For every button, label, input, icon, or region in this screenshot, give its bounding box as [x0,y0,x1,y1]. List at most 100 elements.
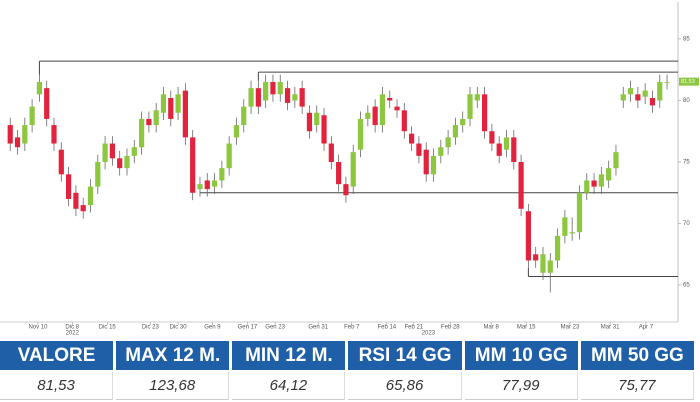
candle-body [591,180,597,187]
candle-body [270,82,276,95]
candle-body [263,82,269,101]
candle-body [401,110,407,132]
candle-body [95,162,101,187]
candle-body [153,110,159,126]
candle-body [299,88,305,107]
x-tick-label: Gen 31 [308,325,328,331]
candle-body [168,98,174,119]
candle-body [430,155,437,175]
candle-body [554,235,561,261]
candle-body [343,184,349,196]
candle-body [255,88,261,107]
candle-body [467,94,473,119]
x-tick-label: Feb 7 [344,325,360,331]
candle-body [365,112,371,119]
candle-body [635,94,641,101]
x-tick-label: Dic 15 [99,325,117,331]
candle-body [409,133,415,144]
candle-body [138,118,145,148]
candle-body [58,149,64,175]
value-row: 81,53 123,68 64,12 65,86 77,99 75,77 [0,372,694,400]
candle-body [219,168,225,181]
candle-body [518,162,524,209]
candle-body [51,125,57,144]
x-tick-label: Feb 21 [404,325,423,331]
candle-body [306,112,313,132]
candle-body [36,82,43,95]
candle-body [314,112,320,126]
candle-body [328,143,334,162]
candle-body [474,94,480,101]
candle-body [233,125,240,138]
header-cell: VALORE [0,341,114,370]
x-tick-label: Mar 23 [561,325,580,331]
candle-body [576,192,583,233]
candle-body [533,254,539,261]
candle-body [496,143,502,156]
header-cell: MIN 12 M. [232,341,346,370]
x-tick-label: Gen 23 [265,325,285,331]
candle-body [182,90,188,138]
candle-body [211,180,218,187]
candle-body [87,186,94,206]
candle-body [277,82,283,95]
value-cell: 64,12 [232,372,346,400]
candle-body [620,94,626,101]
candle-body [452,125,459,138]
y-tick-label: 65 [683,283,690,289]
x-tick-label: Mar 15 [517,325,536,331]
candle-body [642,90,648,97]
candle-body [117,158,123,169]
candle-body [292,94,298,101]
candle-body [80,205,86,212]
x-tick-label: Gen 17 [238,325,258,331]
x-tick-label: Dic 23 [142,325,160,331]
candle-body [445,137,451,148]
candle-body [197,184,203,190]
header-cell: MM 10 GG [464,341,578,370]
candle-body [248,88,254,107]
candle-body [584,180,590,193]
candle-body [438,147,444,156]
header-row: VALORE MAX 12 M. MIN 12 M. RSI 14 GG MM 10 G… [0,341,694,370]
candle-body [525,211,531,261]
y-tick-label: 70 [683,221,690,227]
candle-body [226,143,232,169]
candle-body [124,155,130,169]
candle-body [175,94,181,113]
year-label: 2023 [422,331,436,336]
candle-body [649,98,656,106]
candle-body [394,106,400,111]
candle-body [22,125,28,144]
x-tick-label: Mar 31 [601,325,620,331]
y-tick-label: 80 [683,98,690,104]
x-tick-label: Dic 30 [170,325,188,331]
value-cell: 81,53 [0,372,114,400]
x-tick-label: Nov 10 [28,325,48,331]
candle-body [598,174,604,187]
candle-body [190,137,196,193]
candle-body [109,143,115,159]
value-cell: 123,68 [116,372,230,400]
candle-body [29,106,35,126]
candle-body [664,82,670,83]
value-cell: 77,99 [464,372,578,400]
candle-body [146,118,152,126]
candle-body [44,88,50,119]
value-cell: 65,86 [348,372,462,400]
candle-body [336,162,342,185]
candle-body [606,168,612,181]
candle-body [357,118,364,150]
year-label: 2022 [66,331,80,336]
candle-body [241,106,247,126]
candle-body [7,125,13,144]
candle-body [627,88,634,95]
candle-body [73,192,79,209]
candle-body [569,232,575,234]
candle-body [547,260,553,273]
stats-table: VALORE MAX 12 M. MIN 12 M. RSI 14 GG MM 10 G… [0,339,697,402]
x-tick-label: Feb 14 [377,325,396,331]
last-price-label: 81,53 [681,79,695,85]
candle-body [102,143,108,162]
